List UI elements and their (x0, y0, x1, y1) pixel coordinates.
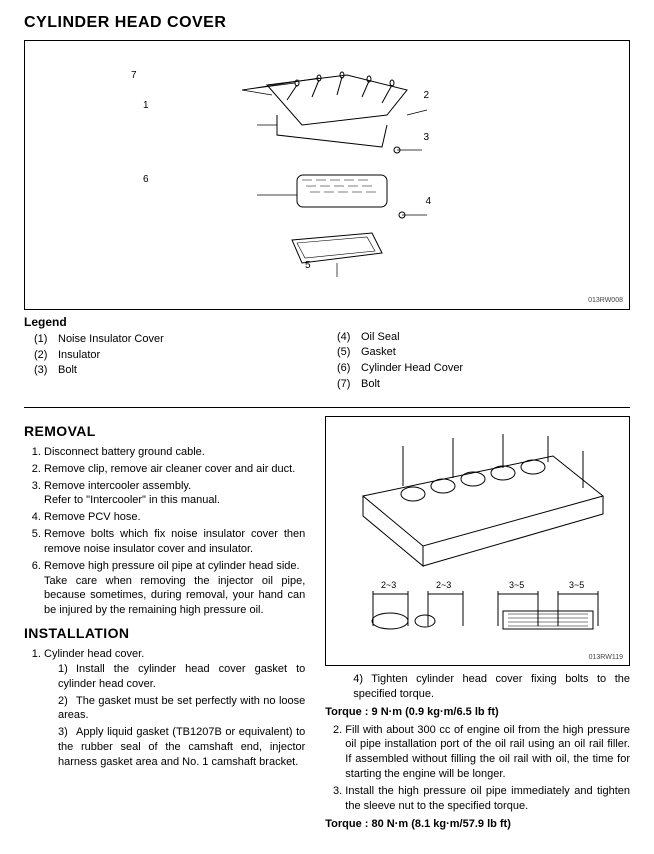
legend-item: (1)Noise Insulator Cover (24, 332, 327, 347)
removal-steps: Disconnect battery ground cable. Remove … (24, 445, 305, 618)
removal-step: Remove high pressure oil pipe at cylinde… (44, 559, 305, 618)
install-substep: 2)The gasket must be set perfectly with … (58, 694, 305, 724)
install-step: Cylinder head cover. 1)Install the cylin… (44, 647, 305, 770)
install-substep: 3)Apply liquid gasket (TB1207B or equiva… (58, 725, 305, 770)
svg-text:3~5: 3~5 (509, 580, 524, 590)
legend-item: (2)Insulator (24, 348, 327, 363)
install-substep: 1)Install the cylinder head cover gasket… (58, 662, 305, 692)
callout-5: 5 (305, 259, 311, 273)
removal-step: Disconnect battery ground cable. (44, 445, 305, 460)
head-cover-svg: 2~3 2~3 3~5 3~5 (333, 426, 623, 656)
removal-step: Remove PCV hose. (44, 510, 305, 525)
callout-4: 4 (425, 195, 431, 209)
page-title: CYLINDER HEAD COVER (24, 12, 630, 34)
exploded-view-figure: 7 1 6 2 3 4 5 013RW008 (24, 40, 630, 310)
install-step: Fill with about 300 cc of engine oil fro… (345, 723, 630, 782)
legend-heading: Legend (24, 314, 327, 330)
legend-item: (3)Bolt (24, 363, 327, 378)
removal-heading: REMOVAL (24, 422, 305, 441)
installation-steps-right: Fill with about 300 cc of engine oil fro… (325, 723, 630, 814)
legend: Legend (1)Noise Insulator Cover (2)Insul… (24, 314, 630, 393)
callout-7: 7 (131, 69, 137, 83)
svg-text:3~5: 3~5 (569, 580, 584, 590)
exploded-diagram-svg (147, 55, 507, 295)
installation-heading: INSTALLATION (24, 624, 305, 643)
install-substep: 4)Tighten cylinder head cover fixing bol… (353, 672, 630, 702)
legend-item: (6)Cylinder Head Cover (327, 361, 630, 376)
callout-6: 6 (143, 173, 149, 187)
torque-spec-1: Torque : 9 N·m (0.9 kg·m/6.5 lb ft) (325, 705, 630, 720)
install-step: Install the high pressure oil pipe immed… (345, 784, 630, 814)
section-divider (24, 407, 630, 408)
callout-1: 1 (143, 99, 149, 113)
removal-step: Remove clip, remove air cleaner cover an… (44, 462, 305, 477)
figure1-id: 013RW008 (588, 296, 623, 305)
svg-text:2~3: 2~3 (381, 580, 396, 590)
legend-item: (7)Bolt (327, 377, 630, 392)
figure2-id: 013RW119 (589, 653, 623, 662)
legend-item: (5)Gasket (327, 345, 630, 360)
torque-spec-2: Torque : 80 N·m (8.1 kg·m/57.9 lb ft) (325, 817, 630, 832)
removal-step: Remove bolts which fix noise insulator c… (44, 527, 305, 557)
callout-2: 2 (423, 89, 429, 103)
cylinder-head-figure: 2~3 2~3 3~5 3~5 013RW119 (325, 416, 630, 666)
legend-item: (4)Oil Seal (327, 330, 630, 345)
callout-3: 3 (423, 131, 429, 145)
removal-step: Remove intercooler assembly. Refer to "I… (44, 479, 305, 509)
install-substeps-right: 4)Tighten cylinder head cover fixing bol… (325, 672, 630, 702)
installation-steps-left: Cylinder head cover. 1)Install the cylin… (24, 647, 305, 770)
svg-text:2~3: 2~3 (436, 580, 451, 590)
